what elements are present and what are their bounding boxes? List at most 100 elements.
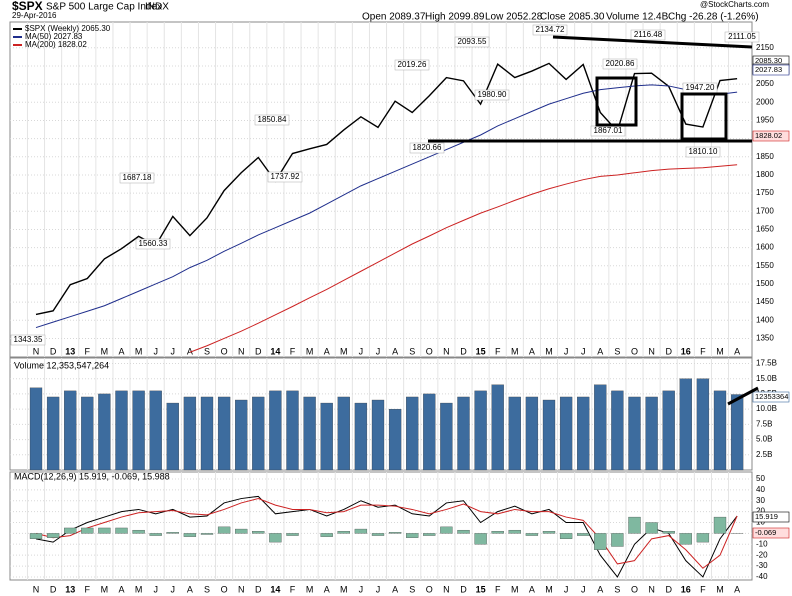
x-tick-label: M bbox=[716, 584, 724, 594]
bar bbox=[559, 533, 573, 539]
open: Open 2089.37 bbox=[362, 12, 426, 23]
annotation: 1737.92 bbox=[271, 172, 300, 181]
value-tag-text: 2085.30 bbox=[755, 56, 782, 65]
x-tick-label: J bbox=[171, 346, 176, 356]
bar bbox=[98, 393, 111, 471]
annotation-box bbox=[630, 29, 666, 41]
annotation: 1810.10 bbox=[689, 147, 718, 156]
bar bbox=[252, 531, 265, 534]
x-tick-label: M bbox=[511, 584, 519, 594]
annotation-box bbox=[454, 36, 490, 48]
bar bbox=[183, 533, 197, 537]
y-tick-label: 2050 bbox=[756, 79, 774, 88]
bar bbox=[645, 396, 658, 471]
x-tick-label: O bbox=[631, 346, 638, 356]
source: @StockCharts.com bbox=[700, 0, 769, 9]
x-tick-label: N bbox=[648, 584, 655, 594]
annotation-box bbox=[135, 238, 171, 250]
bar bbox=[354, 402, 368, 471]
annotation-box bbox=[119, 172, 155, 184]
annotation: 1850.84 bbox=[258, 115, 287, 124]
bar bbox=[679, 533, 692, 545]
price-frame bbox=[9, 21, 753, 358]
y-tick-label: 2000 bbox=[756, 97, 774, 106]
x-tick-label: A bbox=[392, 346, 398, 356]
x-tick-label: N bbox=[33, 346, 40, 356]
bar bbox=[594, 533, 607, 550]
annotation: 1867.01 bbox=[594, 126, 623, 135]
x-tick-label: M bbox=[101, 584, 109, 594]
legend-entry: MA(50) 2027.83 bbox=[25, 32, 83, 41]
x-tick-label: A bbox=[118, 584, 124, 594]
bar bbox=[320, 533, 333, 537]
x-tick-label: S bbox=[614, 346, 620, 356]
x-tick-label: A bbox=[597, 346, 603, 356]
bar bbox=[542, 399, 556, 471]
y-tick-label: 7.5B bbox=[756, 419, 772, 428]
x-tick-label: S bbox=[409, 584, 415, 594]
bar bbox=[286, 390, 299, 471]
x-tick-label: O bbox=[426, 584, 433, 594]
bar bbox=[628, 516, 641, 534]
bar bbox=[577, 533, 590, 536]
y-tick-label: 17.5B bbox=[756, 359, 777, 368]
x-tick-label: A bbox=[529, 584, 535, 594]
bar bbox=[491, 384, 504, 471]
bar bbox=[132, 390, 145, 471]
x-tick-label: F bbox=[495, 346, 501, 356]
macd-frame bbox=[9, 471, 753, 581]
y-tick-label: 20 bbox=[756, 507, 765, 516]
x-tick-label: N bbox=[238, 584, 245, 594]
bar bbox=[149, 533, 162, 536]
annotation: 2111.05 bbox=[728, 32, 756, 41]
y-tick-label: 1850 bbox=[756, 152, 774, 161]
x-tick-label: O bbox=[221, 346, 228, 356]
y-tick-label: 2150 bbox=[756, 43, 774, 52]
x-tick-label: A bbox=[187, 346, 193, 356]
bar bbox=[132, 529, 145, 534]
y-tick-label: 40 bbox=[756, 485, 765, 494]
bar bbox=[457, 396, 470, 471]
x-tick-label: O bbox=[631, 584, 638, 594]
bar bbox=[200, 396, 214, 471]
bar bbox=[696, 378, 710, 471]
bar bbox=[457, 529, 470, 534]
bar bbox=[235, 399, 248, 471]
x-tick-label: J bbox=[376, 584, 381, 594]
y-tick-label: 5.0B bbox=[756, 435, 772, 444]
x-tick-label: 13 bbox=[65, 584, 75, 594]
bar bbox=[508, 529, 521, 534]
annotation-box bbox=[602, 58, 638, 70]
annotation-box bbox=[254, 114, 290, 126]
bar bbox=[200, 533, 214, 535]
bar bbox=[525, 533, 539, 536]
bar bbox=[217, 526, 231, 534]
x-tick-label: A bbox=[324, 346, 330, 356]
bar bbox=[46, 533, 60, 538]
bar bbox=[525, 396, 539, 471]
x-tick-label: J bbox=[153, 584, 158, 594]
x-tick-label: A bbox=[392, 584, 398, 594]
x-tick-label: M bbox=[340, 584, 348, 594]
legend-entry: $SPX (Weekly) 2065.30 bbox=[25, 24, 111, 33]
bar bbox=[474, 390, 487, 471]
bar bbox=[371, 533, 385, 536]
x-tick-label: F bbox=[700, 584, 706, 594]
bar bbox=[217, 396, 231, 471]
annotation: 2020.86 bbox=[606, 59, 635, 68]
bar bbox=[46, 396, 60, 471]
bar bbox=[662, 390, 675, 471]
bar bbox=[166, 532, 179, 534]
bar bbox=[235, 528, 248, 534]
x-tick-label: S bbox=[409, 346, 415, 356]
bar bbox=[252, 396, 265, 471]
bar bbox=[149, 390, 162, 471]
x-tick-label: 14 bbox=[270, 584, 280, 594]
value-tag-text: 1828.02 bbox=[755, 131, 782, 140]
y-tick-label: 1800 bbox=[756, 170, 774, 179]
x-tick-label: D bbox=[255, 584, 262, 594]
x-tick-label: M bbox=[135, 584, 143, 594]
y-tick-label: 15.0B bbox=[756, 374, 777, 383]
x-tick-label: J bbox=[581, 584, 586, 594]
x-tick-label: S bbox=[204, 584, 210, 594]
